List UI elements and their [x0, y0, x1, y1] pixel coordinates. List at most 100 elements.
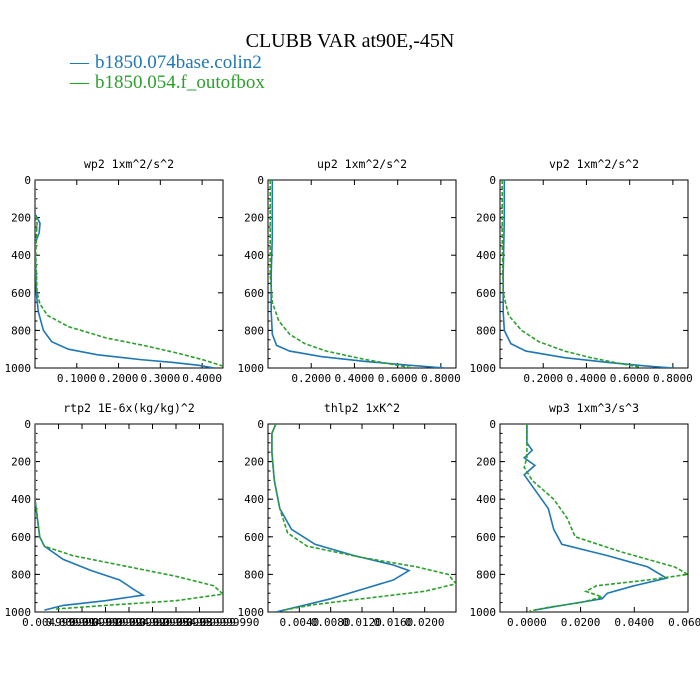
- y-tick-label: 200: [11, 456, 31, 469]
- x-tick-label: 0.0000: [507, 616, 547, 629]
- legend-entry-2: — b1850.054.f_outofbox: [70, 72, 265, 94]
- legend-label: b1850.074base.colin2: [95, 52, 262, 73]
- x-tick-label: 0.024999999: [116, 616, 189, 629]
- y-tick-label: 600: [244, 287, 264, 300]
- x-tick-label: 0.2000: [99, 372, 139, 385]
- y-tick-label: 0: [489, 174, 496, 187]
- x-tick-label: 0.8000: [653, 372, 693, 385]
- panel-title: wp2 1xm^2/s^2: [84, 157, 174, 171]
- y-tick-label: 400: [244, 493, 264, 506]
- x-tick-label: 0.0400: [614, 616, 654, 629]
- y-tick-label: 1000: [470, 606, 497, 619]
- series-line-2: [269, 180, 413, 368]
- x-tick-label: 0.8000: [421, 372, 461, 385]
- y-tick-label: 200: [476, 212, 496, 225]
- y-tick-label: 400: [11, 493, 31, 506]
- y-tick-label: 200: [244, 456, 264, 469]
- y-tick-label: 400: [244, 249, 264, 262]
- legend-line-icon: —: [70, 72, 89, 93]
- series-line-2: [501, 180, 641, 368]
- y-tick-label: 800: [244, 568, 264, 581]
- x-tick-label: 0.014999999: [69, 616, 142, 629]
- panel-5: thlp2 1xK^2 0 200 400 600 800 1000 0.00400.0080…: [238, 401, 457, 629]
- series-line-1: [271, 424, 411, 612]
- x-tick-label: 0.1000: [57, 372, 97, 385]
- y-tick-label: 400: [476, 249, 496, 262]
- y-tick-label: 600: [244, 531, 264, 544]
- panel-frame: [267, 423, 457, 613]
- x-tick-label: 0.0120: [342, 616, 382, 629]
- x-tick-label: 0.2000: [291, 372, 331, 385]
- series-line-1: [502, 180, 673, 368]
- y-tick-label: 800: [476, 568, 496, 581]
- series-line-1: [522, 424, 669, 611]
- panel-4: rtp2 1E-6x(kg/kg)^2020040060080010000.00…: [5, 401, 260, 629]
- x-tick-label: 0.0200: [561, 616, 601, 629]
- series-line-1: [270, 180, 446, 368]
- series-line-2: [271, 424, 456, 611]
- x-tick-label: 0.4000: [335, 372, 375, 385]
- y-tick-label: 1000: [470, 362, 497, 375]
- y-tick-label: 200: [11, 212, 31, 225]
- panel-6: wp3 1xm^3/s^3 0 200 400 600 800 1000 0.0000 0.02…: [470, 401, 700, 629]
- y-tick-label: 800: [11, 568, 31, 581]
- y-tick-label: 0: [24, 418, 31, 431]
- y-tick-label: 200: [244, 212, 264, 225]
- legend-line-icon: —: [70, 52, 89, 73]
- y-tick-label: 600: [476, 287, 496, 300]
- panel-frame: [34, 179, 224, 369]
- y-tick-label: 800: [244, 324, 264, 337]
- y-tick-label: 800: [476, 324, 496, 337]
- series-line-1: [35, 180, 215, 368]
- panel-frame: [499, 423, 689, 613]
- x-tick-label: 0.0040: [279, 616, 319, 629]
- y-tick-label: 400: [11, 249, 31, 262]
- panel-title: wp3 1xm^3/s^3: [549, 401, 639, 415]
- y-tick-label: 0: [489, 418, 496, 431]
- y-tick-label: 0: [24, 174, 31, 187]
- series-line-2: [35, 180, 223, 367]
- series-line-1: [35, 424, 146, 611]
- x-tick-label: 0.0080: [311, 616, 351, 629]
- panel-title: thlp2 1xK^2: [324, 401, 400, 415]
- panel-2: up2 1xm^2/s^2 0 200 400 600 800 1000 0.2000 0.40…: [238, 157, 461, 385]
- y-tick-label: 600: [11, 531, 31, 544]
- x-tick-label: 0.019999999: [93, 616, 166, 629]
- y-tick-label: 600: [11, 287, 31, 300]
- chart-title: CLUBB VAR at90E,-45N: [245, 30, 455, 52]
- x-tick-label: 0.039999990: [187, 616, 260, 629]
- x-tick-label: 0.034999999: [163, 616, 236, 629]
- panel-title: vp2 1xm^2/s^2: [549, 157, 639, 171]
- y-tick-label: 400: [476, 493, 496, 506]
- panel-title: rtp2 1E-6x(kg/kg)^2: [63, 401, 195, 415]
- legend-label: b1850.054.f_outofbox: [95, 72, 265, 93]
- y-tick-label: 0: [257, 174, 264, 187]
- x-tick-label: 0.4000: [182, 372, 222, 385]
- x-tick-label: 0.6000: [610, 372, 650, 385]
- panel-1: wp2 1xm^2/s^2 0 200 400 600 800 1000 0.1000 0.20…: [5, 157, 224, 385]
- x-tick-label: 0.6000: [378, 372, 418, 385]
- panel-title: up2 1xm^2/s^2: [317, 157, 407, 171]
- panel-frame: [267, 179, 457, 369]
- series-line-2: [523, 424, 688, 612]
- x-tick-label: 0.0160: [373, 616, 413, 629]
- panel-frame: [499, 179, 689, 369]
- x-tick-label: 0.0200: [405, 616, 445, 629]
- y-tick-label: 800: [11, 324, 31, 337]
- y-tick-label: 0: [257, 418, 264, 431]
- y-tick-label: 200: [476, 456, 496, 469]
- y-tick-label: 1000: [5, 362, 32, 375]
- x-tick-label: 0.3000: [140, 372, 180, 385]
- y-tick-label: 1000: [238, 606, 265, 619]
- x-tick-label: 0.004999999: [22, 616, 95, 629]
- x-tick-label: 0.2000: [523, 372, 563, 385]
- x-tick-label: 0.009999999: [46, 616, 119, 629]
- legend-entry-1: — b1850.074base.colin2: [70, 52, 262, 74]
- x-tick-label: 0.4000: [567, 372, 607, 385]
- y-tick-label: 600: [476, 531, 496, 544]
- panel-3: vp2 1xm^2/s^2 0 200 400 600 800 1000 0.2000 0.40…: [470, 157, 693, 385]
- series-line-2: [35, 424, 223, 610]
- y-tick-label: 1000: [238, 362, 265, 375]
